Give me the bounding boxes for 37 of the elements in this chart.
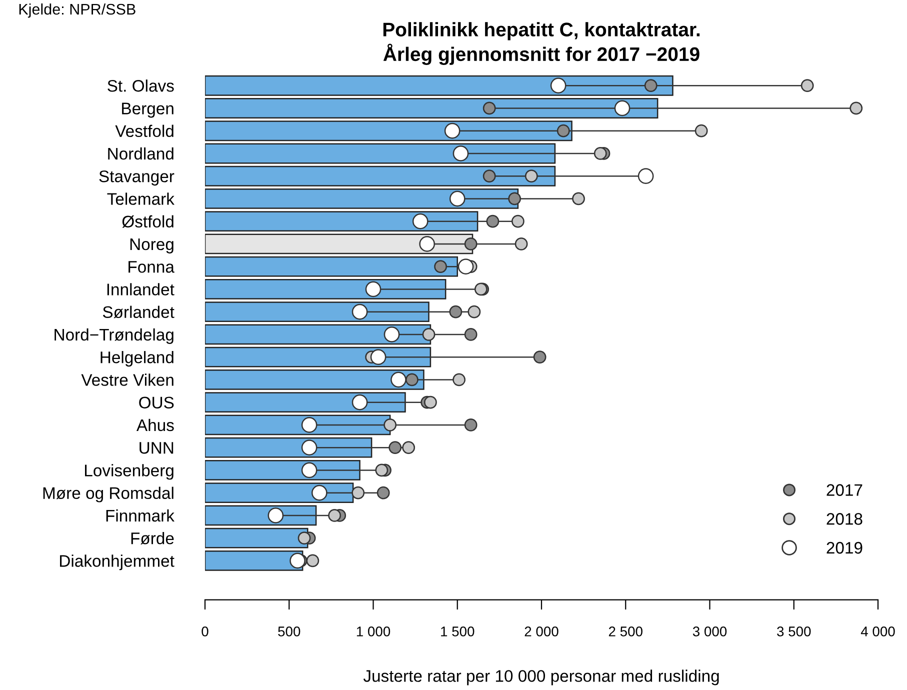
x-tick-label: 0 (202, 626, 208, 636)
x-tick-label: 3 500 (777, 626, 811, 636)
x-tick-label: 1 000 (356, 626, 390, 636)
y-tick-label: Møre og Romsdal (43, 486, 174, 502)
y-tick-label: Stavanger (99, 170, 174, 186)
chart-title: Poliklinikk hepatitt C, kontaktratar. Årleg gjennomsnitt for 2017 −2019 (383, 22, 700, 66)
x-tick-label: 2 500 (608, 626, 642, 636)
y-tick-label: Fonna (128, 261, 174, 273)
y-tick-label: Sørlandet (102, 306, 174, 318)
y-tick-label: Østfold (122, 215, 174, 228)
legend-label: 2017 (826, 484, 862, 496)
x-tick-label: 3 000 (692, 626, 727, 636)
y-tick-label: Førde (131, 532, 174, 544)
y-tick-label: Vestre Viken (81, 374, 174, 386)
y-tick-label: Innlandet (107, 283, 174, 296)
y-tick-label: Diakonhjemmet (60, 554, 174, 570)
y-tick-label: Noreg (130, 238, 174, 254)
y-tick-label: Telemark (107, 192, 174, 205)
y-tick-label: Bergen (122, 102, 174, 118)
y-tick-label: Nordland (108, 147, 174, 160)
y-tick-label: Ahus (136, 418, 174, 432)
x-tick-label: 1 500 (441, 626, 474, 636)
x-tick-label: 4 000 (860, 626, 895, 636)
y-tick-label: OUS (139, 396, 174, 409)
y-tick-label: Lovisenberg (85, 464, 174, 480)
y-tick-label: Vestfold (115, 124, 174, 138)
y-tick-label: Nord−Trøndelag (54, 328, 174, 344)
y-tick-label: St. Olavs (108, 80, 174, 92)
y-tick-label: Finnmark (106, 509, 174, 522)
x-tick-label: 500 (278, 626, 300, 636)
legend-label: 2019 (826, 542, 862, 554)
legend-label: 2018 (826, 513, 862, 525)
y-tick-label: UNN (140, 442, 174, 454)
x-tick-label: 2 000 (524, 626, 558, 636)
text: Kjelde: NPR/SSB (19, 3, 136, 18)
x-axis-title: Justerte ratar per 10 000 personar med rusliding (363, 670, 719, 686)
y-tick-label: Helgeland (100, 351, 174, 367)
